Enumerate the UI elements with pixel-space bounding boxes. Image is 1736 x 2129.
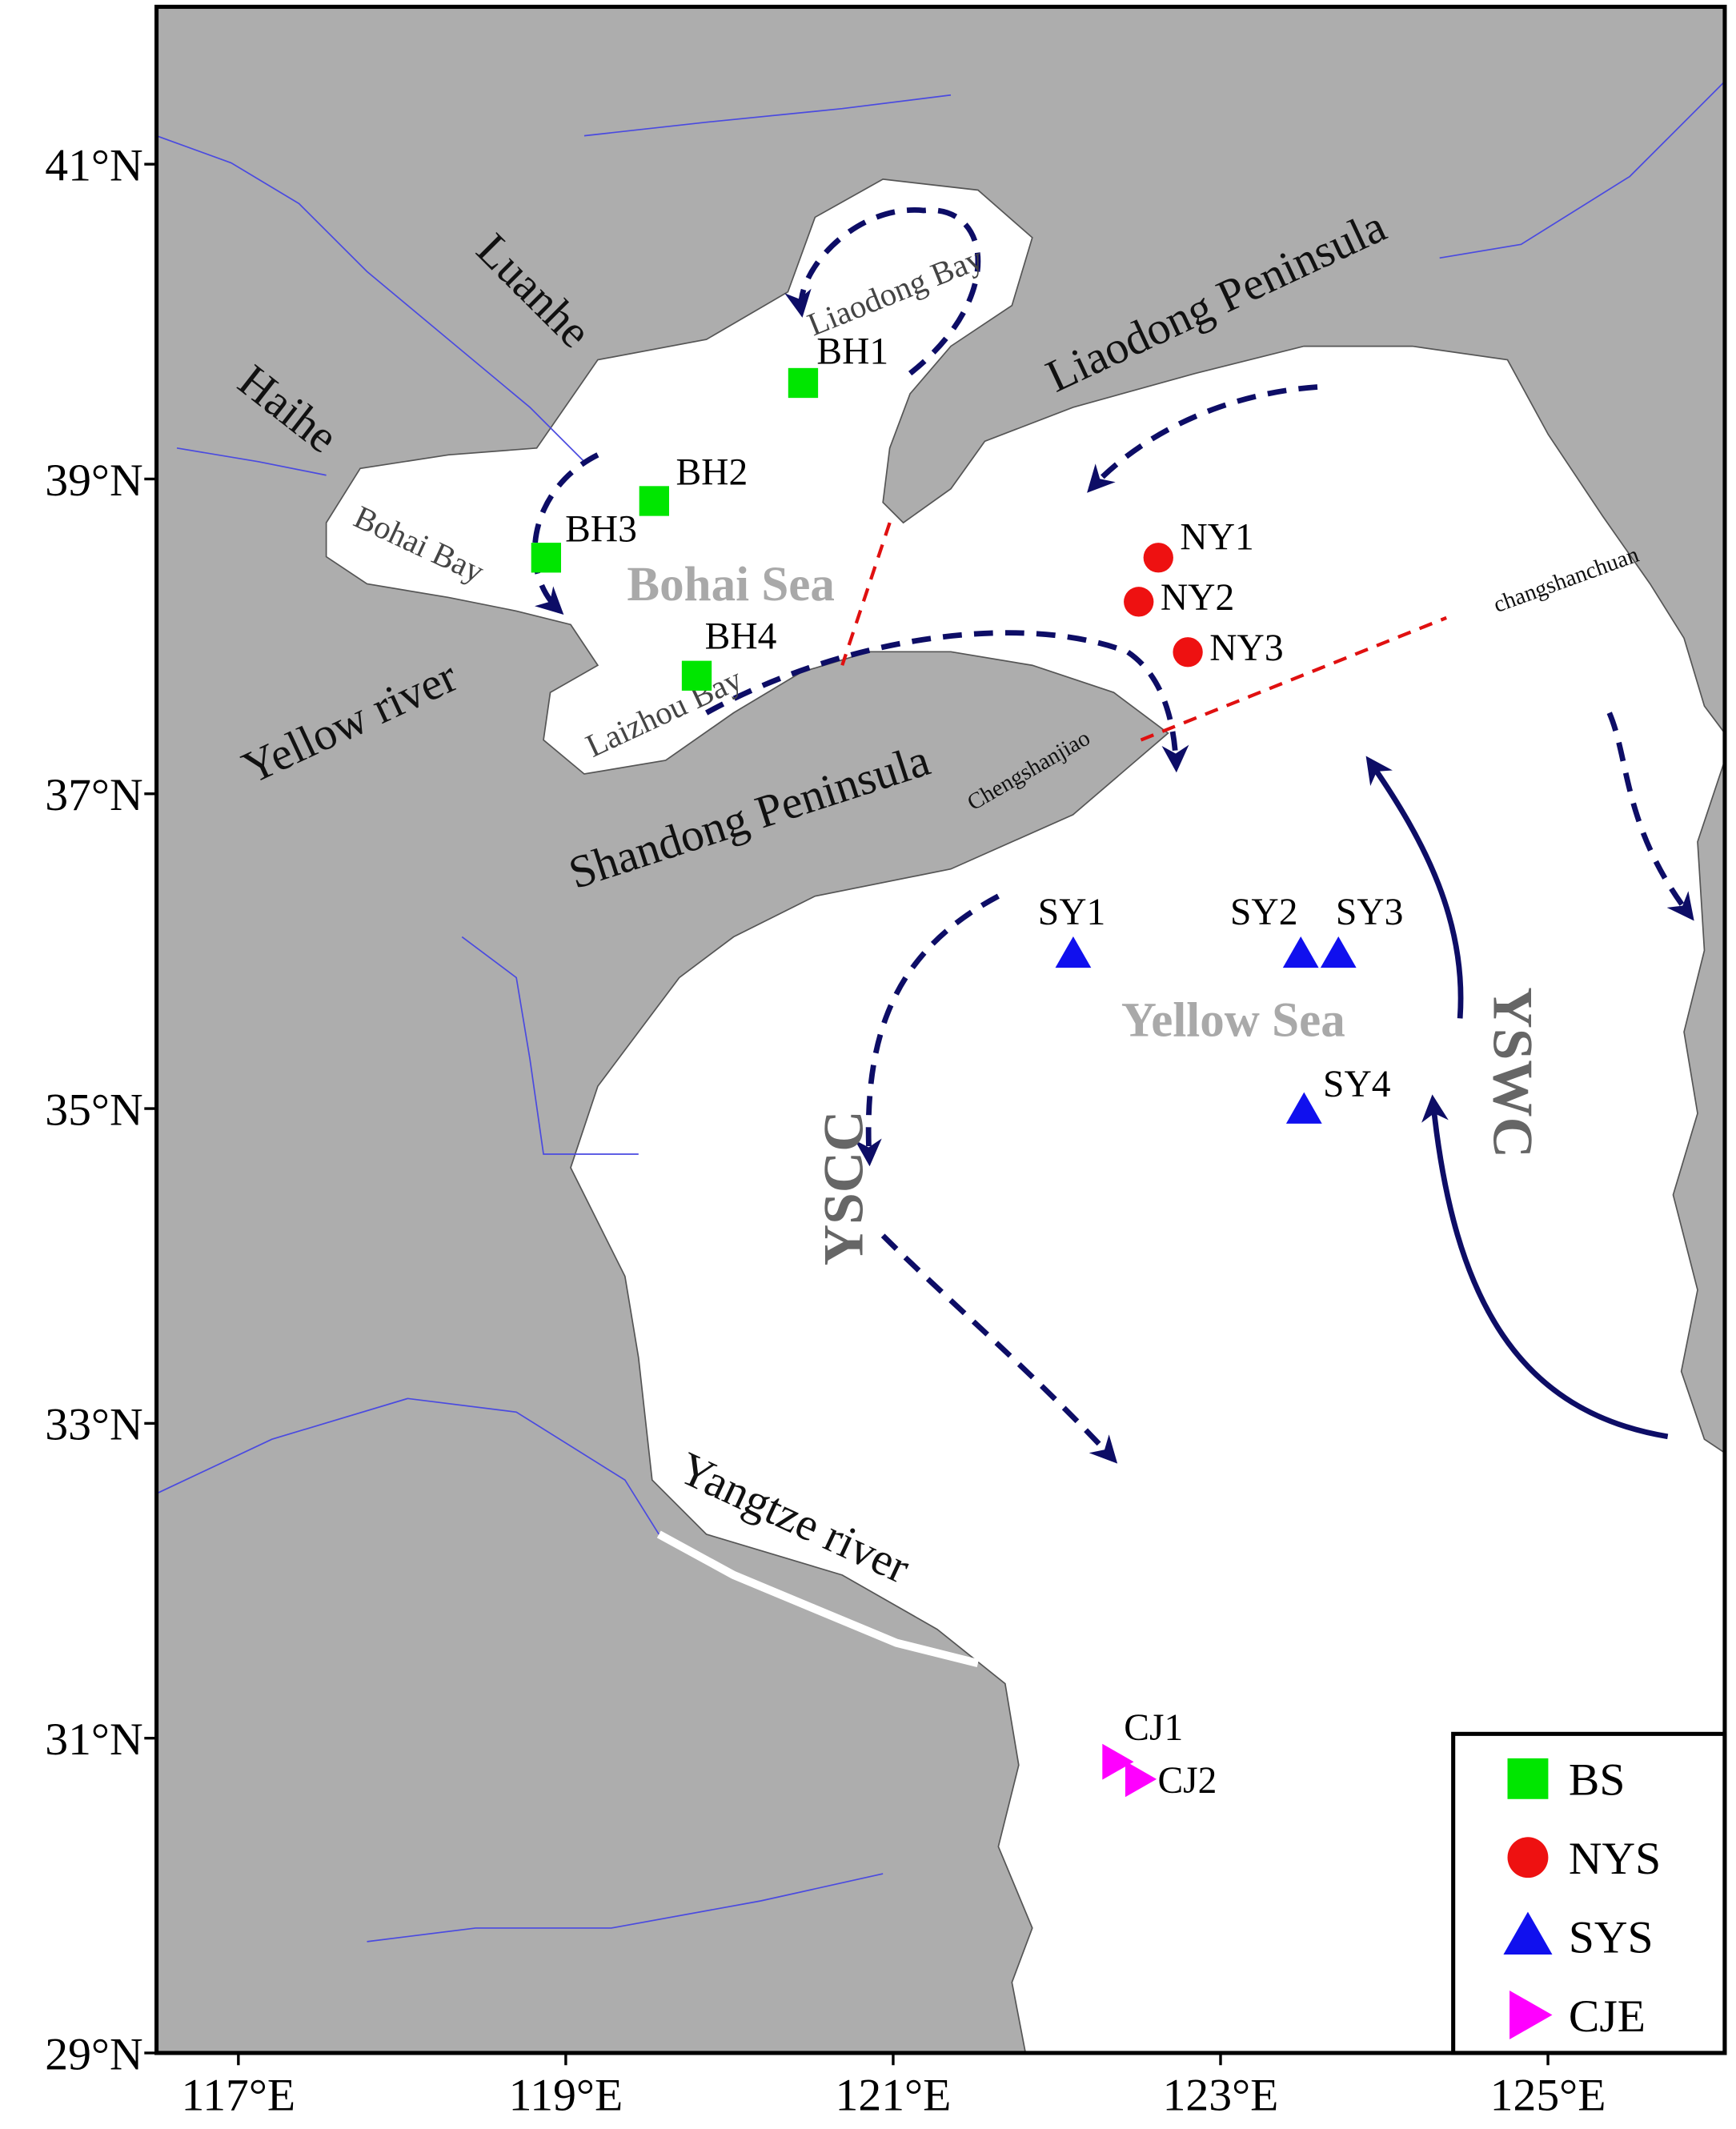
station-marker xyxy=(531,543,562,573)
station-marker xyxy=(1285,1092,1322,1124)
current-label: YSCC xyxy=(813,1110,876,1265)
station-marker xyxy=(1055,936,1092,968)
river xyxy=(176,447,327,476)
river xyxy=(156,134,585,463)
y-tick-label: 29°N xyxy=(45,2029,142,2079)
current-arrow xyxy=(531,452,599,615)
rivers xyxy=(156,81,1726,1943)
station-label: CJ1 xyxy=(1124,1707,1183,1749)
station-marker xyxy=(639,486,669,516)
station-label: SY3 xyxy=(1336,892,1403,933)
x-tick-label: 117°E xyxy=(182,2070,296,2120)
station-label: NY1 xyxy=(1180,517,1253,559)
station-label: SY2 xyxy=(1230,892,1297,933)
y-tick-label: 33°N xyxy=(45,1400,142,1450)
x-tick-label: 123°E xyxy=(1163,2070,1279,2120)
map-area: Luanhe Haihe Bohai Bay Liaodong Bay Liao… xyxy=(154,4,1727,2055)
station-marker xyxy=(1507,1758,1549,1799)
place-label: Bohai Sea xyxy=(627,558,835,611)
station-marker xyxy=(1125,1761,1157,1798)
station-marker xyxy=(1143,543,1173,573)
river xyxy=(156,1397,660,1535)
yangtze-channel xyxy=(656,1530,980,1668)
x-tick-label: 121°E xyxy=(836,2070,952,2120)
legend-label: NYS xyxy=(1569,1834,1661,1884)
river xyxy=(367,1873,884,1943)
station-marker xyxy=(1320,936,1357,968)
station-label: BH2 xyxy=(676,452,748,494)
sea xyxy=(325,178,1726,2054)
place-label: Yellow Sea xyxy=(1121,993,1345,1047)
current-arrow xyxy=(854,893,1000,1167)
station-marker xyxy=(1173,637,1203,668)
current-arrow xyxy=(784,207,981,376)
river xyxy=(583,94,952,137)
y-tick-label: 37°N xyxy=(45,770,142,820)
current-arrow xyxy=(1365,756,1464,1019)
station-label: SY4 xyxy=(1323,1064,1391,1105)
station-marker xyxy=(1503,1911,1553,1955)
station-marker xyxy=(788,367,819,399)
legend-label: SYS xyxy=(1569,1912,1654,1963)
x-tick-label: 125°E xyxy=(1490,2070,1606,2120)
station-label: NY3 xyxy=(1209,627,1283,669)
station-label: CJ2 xyxy=(1157,1760,1217,1802)
axes: 117°E 119°E 121°E 123°E 125°E 29°N 31°N 33°N 35°… xyxy=(45,140,1606,2120)
current-label: YSWC xyxy=(1481,987,1544,1158)
legend: BS NYS SYS CJE xyxy=(1503,1755,1661,2042)
river xyxy=(461,936,639,1155)
boundary-line xyxy=(1140,615,1447,742)
y-tick-label: 41°N xyxy=(45,140,142,190)
current-arrow xyxy=(880,1233,1118,1464)
station-label: BH1 xyxy=(816,331,888,373)
station-label: BH3 xyxy=(565,508,637,550)
boundaries xyxy=(840,522,1447,742)
current-arrow xyxy=(1087,384,1318,493)
station-marker xyxy=(681,660,712,691)
station-marker xyxy=(1509,1990,1553,2040)
korea-coast xyxy=(1672,760,1726,1454)
station-label: NY2 xyxy=(1161,577,1234,619)
current-arrow xyxy=(1421,1094,1669,1440)
station-label: SY1 xyxy=(1038,892,1105,933)
station-marker xyxy=(1102,1743,1134,1780)
y-tick-label: 31°N xyxy=(45,1714,142,1765)
station-marker xyxy=(1124,587,1154,617)
river xyxy=(1439,81,1726,259)
boundary-line xyxy=(840,522,892,666)
station-marker xyxy=(1507,1837,1549,1878)
currents xyxy=(531,207,1694,1464)
station-marker xyxy=(1282,936,1319,968)
y-tick-label: 35°N xyxy=(45,1085,142,1135)
x-tick-label: 119°E xyxy=(509,2070,623,2120)
current-arrow xyxy=(704,630,1189,773)
y-tick-label: 39°N xyxy=(45,455,142,506)
frame xyxy=(154,4,1727,2055)
legend-label: BS xyxy=(1569,1755,1626,1806)
stations: BH1 BH2 BH3 BH4 NY1 NY2 NY3 SY1 SY2 SY3 SY4 CJ1 CJ2 xyxy=(531,331,1403,1802)
legend-label: CJE xyxy=(1569,1991,1646,2042)
station-label: BH4 xyxy=(705,615,777,657)
